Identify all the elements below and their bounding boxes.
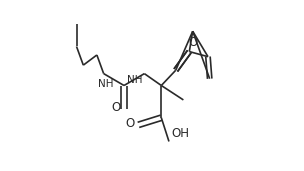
Text: NH: NH <box>98 79 113 89</box>
Text: O: O <box>188 36 197 49</box>
Text: O: O <box>126 117 135 130</box>
Text: NH: NH <box>127 75 143 85</box>
Text: O: O <box>111 101 121 114</box>
Text: OH: OH <box>171 127 189 140</box>
